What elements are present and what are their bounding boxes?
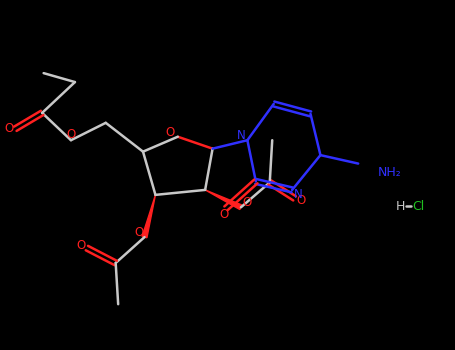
Text: O: O [5, 122, 14, 135]
Text: Cl: Cl [413, 200, 425, 213]
Polygon shape [142, 195, 156, 238]
Polygon shape [205, 190, 242, 210]
Text: NH₂: NH₂ [378, 166, 402, 179]
Text: O: O [219, 208, 228, 221]
Text: O: O [134, 226, 143, 239]
Text: O: O [242, 196, 252, 209]
Text: N: N [293, 188, 303, 201]
Text: N: N [237, 129, 246, 142]
Text: H: H [395, 200, 404, 213]
Text: O: O [166, 126, 175, 139]
Text: O: O [76, 239, 86, 252]
Text: O: O [66, 128, 76, 141]
Text: O: O [296, 194, 305, 207]
